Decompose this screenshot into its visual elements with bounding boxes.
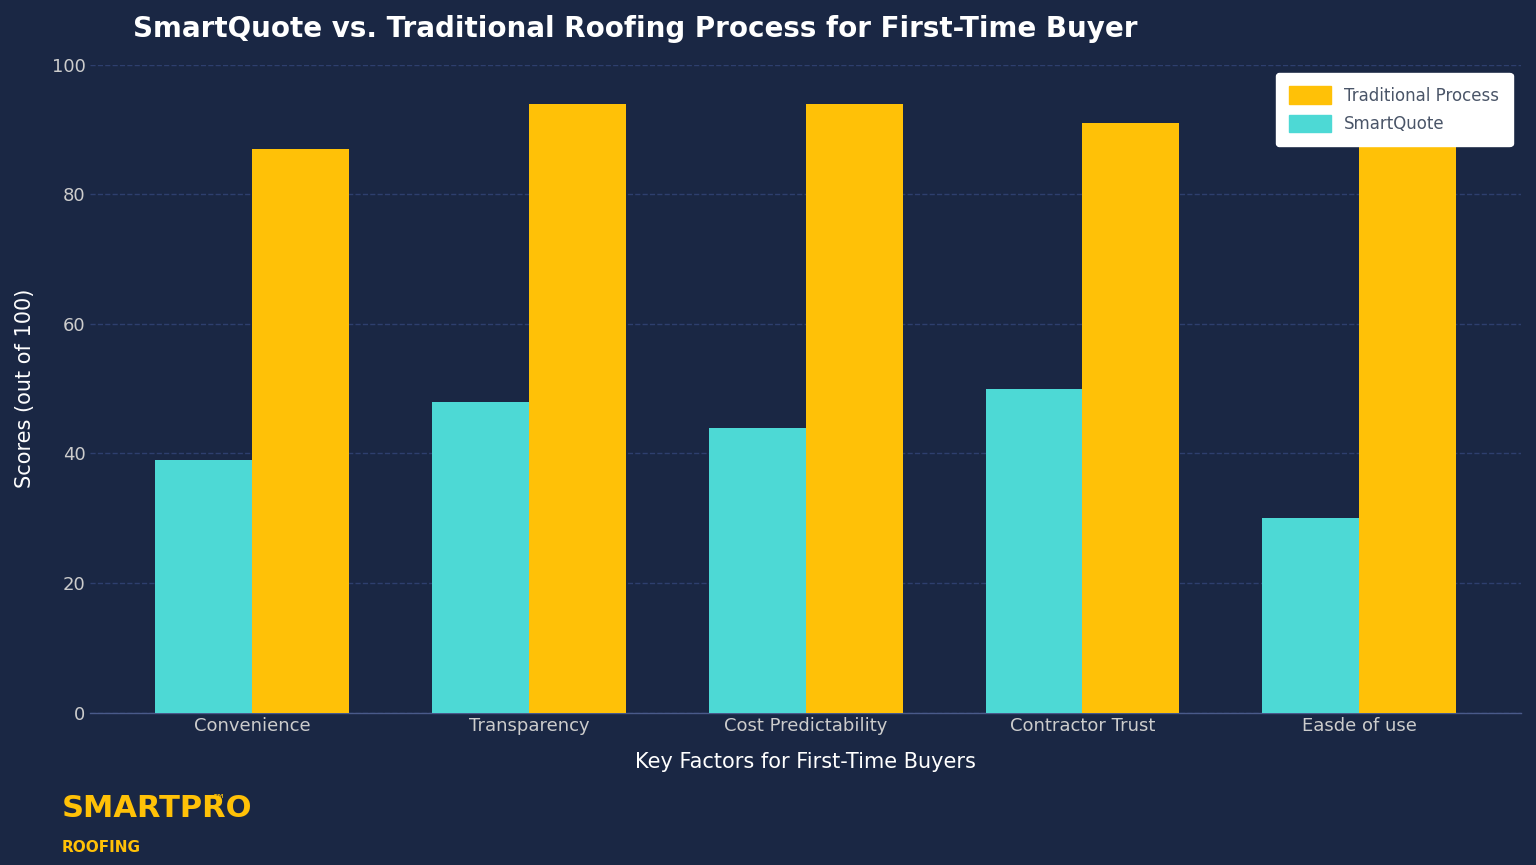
Bar — [155, 460, 252, 713]
Bar — [986, 388, 1083, 713]
Text: SMARTPRO: SMARTPRO — [61, 794, 252, 823]
Bar — [528, 104, 625, 713]
Bar — [252, 149, 349, 713]
X-axis label: Key Factors for First-Time Buyers: Key Factors for First-Time Buyers — [636, 753, 977, 772]
Bar — [1263, 518, 1359, 713]
Bar — [1359, 104, 1456, 713]
Bar — [432, 401, 528, 713]
Y-axis label: Scores (out of 100): Scores (out of 100) — [15, 289, 35, 489]
Bar — [806, 104, 903, 713]
Legend: Traditional Process, SmartQuote: Traditional Process, SmartQuote — [1276, 74, 1513, 146]
Text: ROOFING: ROOFING — [61, 840, 140, 855]
Text: ™: ™ — [212, 791, 226, 805]
Text: SmartQuote vs. Traditional Roofing Process for First-Time Buyer: SmartQuote vs. Traditional Roofing Proce… — [134, 15, 1138, 43]
Bar — [1083, 123, 1180, 713]
Bar — [708, 427, 806, 713]
